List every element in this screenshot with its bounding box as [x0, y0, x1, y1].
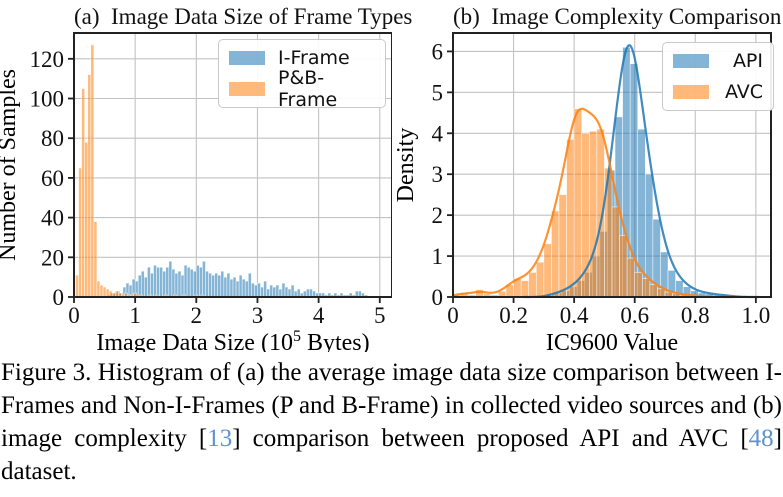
- x-tick-label: 0.4: [560, 303, 589, 328]
- series-P&B-Frame-bars: [75, 44, 205, 298]
- y-tick-label: 5: [432, 80, 444, 105]
- x-tick-label: 1: [129, 303, 141, 328]
- y-tick-label: 20: [41, 245, 64, 270]
- y-tick-label: 80: [41, 126, 64, 151]
- y-tick-label: 0: [432, 285, 444, 310]
- series-AVC-bars: [452, 108, 711, 298]
- x-tick-label: 0.8: [681, 303, 710, 328]
- kde-line-API: [524, 44, 759, 299]
- y-tick-label: 60: [41, 166, 64, 191]
- caption-text: ] dataset.: [1, 425, 782, 485]
- legend-label: API: [732, 50, 763, 72]
- legend-label: P&B-Frame: [278, 67, 338, 111]
- plot-border: [452, 32, 772, 298]
- x-tick-label: 2: [191, 303, 203, 328]
- x-tick-label: 0.6: [620, 303, 649, 328]
- x-axis-label: Image Data Size (105 Bytes): [96, 328, 369, 352]
- citation-link[interactable]: 48: [748, 425, 774, 452]
- y-tick-label: 2: [432, 203, 444, 228]
- legend-swatch-AVC: [673, 85, 709, 99]
- x-tick-label: 4: [313, 303, 325, 328]
- chart-a-panel: (a) Image Data Size of Frame Types 0 1 2 3 4…: [0, 0, 413, 352]
- kde-line-AVC: [452, 107, 734, 299]
- caption-text: ] comparison between proposed API and AV…: [232, 425, 749, 452]
- y-tick-label: 1: [432, 244, 444, 269]
- x-tick-label: 1.0: [741, 303, 770, 328]
- x-tick-label: 3: [252, 303, 264, 328]
- series-I-Frame-bars: [107, 260, 368, 298]
- x-tick-label: 0.2: [499, 303, 528, 328]
- legend-item-P&B-Frame: P&B-Frame: [229, 67, 375, 111]
- chart-b-svg: 0 0.2 0.4 0.6 0.8 1.0 0 1 2 3 4 5 6 IC9600 Value Densi…: [393, 32, 772, 352]
- y-tick-label: 0: [53, 285, 65, 310]
- chart-b-panel: (b) Image Complexity Comparison 0 0.2 0.4 0…: [392, 0, 783, 352]
- y-tick-label: 40: [41, 206, 64, 231]
- y-tick-label: 4: [432, 121, 444, 146]
- chart-a-legend: I-Frame P&B-Frame: [218, 39, 386, 111]
- plot-border: [73, 32, 392, 298]
- legend-item-I-Frame: I-Frame: [229, 46, 375, 70]
- figure-caption: Figure 3. Histogram of (a) the average i…: [0, 356, 783, 488]
- legend-label: AVC: [724, 81, 763, 103]
- x-axis-label: IC9600 Value: [546, 330, 678, 352]
- y-tick-label: 100: [30, 87, 65, 112]
- x-tick-label: 5: [374, 303, 386, 328]
- legend-swatch-I-Frame: [229, 51, 265, 65]
- x-tick-label: 0: [68, 303, 80, 328]
- chart-a-svg: 0 1 2 3 4 5 0 20 40 60 80 100 120 Image Data Size (10…: [0, 32, 392, 352]
- y-axis-label: Density: [393, 128, 419, 203]
- y-tick-label: 3: [432, 162, 444, 187]
- caption-text: Figure 3. Histogram of (a) the average i…: [1, 359, 782, 452]
- legend-item-AVC: AVC: [673, 80, 763, 104]
- chart-b-legend: API AVC: [662, 42, 774, 111]
- charts-row: (a) Image Data Size of Frame Types 0 1 2 3 4…: [0, 0, 783, 352]
- y-tick-label: 120: [30, 47, 65, 72]
- x-tick-label: 0: [447, 303, 459, 328]
- chart-a-title: (a) Image Data Size of Frame Types: [74, 4, 413, 29]
- y-tick-label: 6: [432, 39, 444, 64]
- y-axis-label: Number of Samples: [0, 69, 21, 261]
- legend-item-API: API: [673, 49, 763, 73]
- legend-swatch-API: [673, 54, 709, 68]
- chart-b-title: (b) Image Complexity Comparison: [453, 4, 782, 29]
- citation-link[interactable]: 13: [207, 425, 233, 452]
- legend-swatch-P&B-Frame: [229, 82, 265, 96]
- legend-label: I-Frame: [278, 47, 350, 69]
